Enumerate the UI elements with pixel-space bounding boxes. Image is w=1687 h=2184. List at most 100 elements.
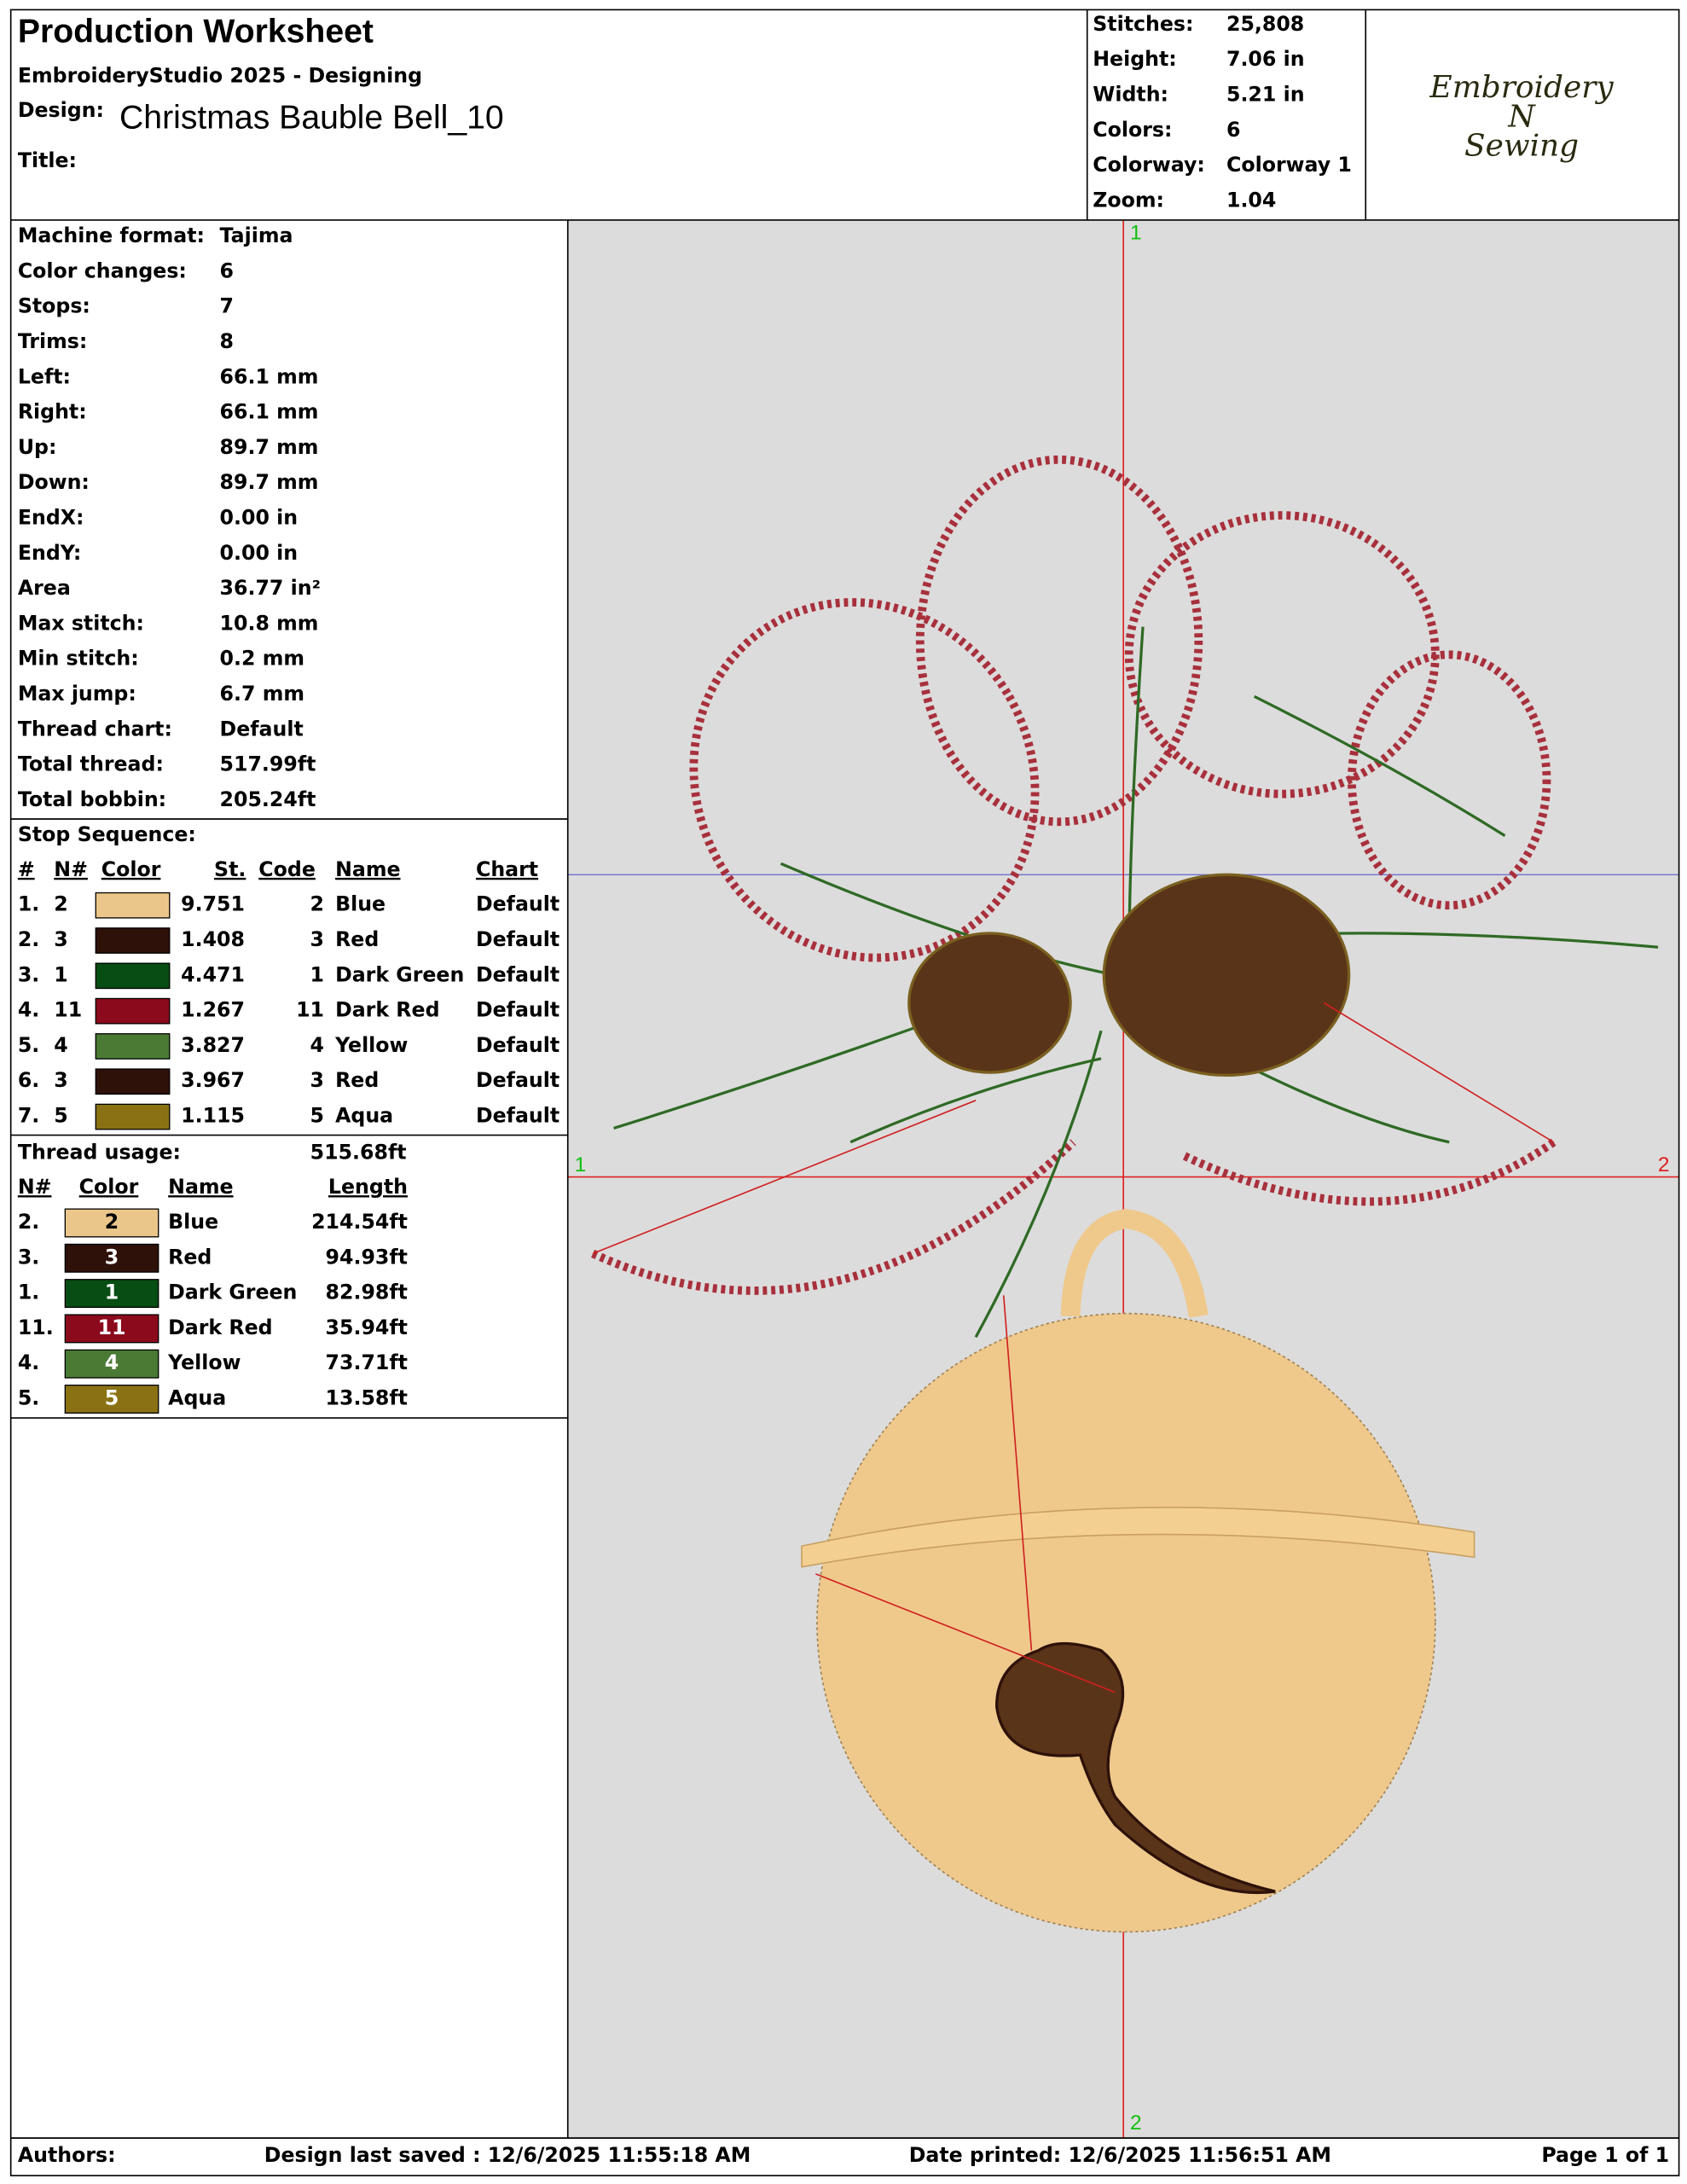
stat-label: Total bobbin:	[18, 787, 166, 811]
needle: 1	[54, 962, 67, 986]
chart: Default	[476, 1033, 559, 1057]
thread-name: Red	[335, 927, 379, 951]
page-number: Page 1 of 1	[1541, 2143, 1669, 2167]
column-header: Chart	[476, 857, 538, 881]
length: 94.93ft	[326, 1245, 408, 1269]
stitches: 3.967	[181, 1068, 245, 1092]
chart: Default	[476, 1068, 559, 1092]
code: 5	[310, 1104, 324, 1128]
stat-label: Max jump:	[18, 682, 136, 706]
row-number: 2.	[18, 927, 39, 951]
logo-text: Embroidery	[1429, 70, 1615, 105]
needle: 5	[54, 1104, 67, 1128]
stat-value: 8	[220, 329, 234, 353]
chart: Default	[476, 962, 559, 986]
chart: Default	[476, 998, 559, 1022]
summary-value: 7.06 in	[1226, 47, 1305, 71]
axis-label: 2	[1658, 1153, 1670, 1176]
logo-text: Sewing	[1464, 129, 1579, 164]
color-swatch	[64, 1349, 159, 1379]
stat-value: 36.77 in²	[220, 576, 321, 600]
needle: 1.	[18, 1281, 39, 1304]
thread-name: Yellow	[167, 1350, 241, 1374]
chart: Default	[476, 892, 559, 916]
logo-text: N	[1507, 99, 1536, 134]
row-number: 7.	[18, 1104, 39, 1128]
summary-value: 25,808	[1226, 12, 1304, 36]
stat-label: Total thread:	[18, 752, 164, 776]
thread-name: Yellow	[334, 1033, 408, 1057]
swatch-code: 4	[105, 1350, 119, 1374]
stat-label: EndX:	[18, 505, 84, 529]
stat-value: 517.99ft	[220, 752, 316, 776]
stat-label: Right:	[18, 400, 87, 424]
needle: 5.	[18, 1385, 39, 1409]
column-header: Length	[328, 1175, 408, 1199]
color-swatch	[64, 1243, 159, 1273]
stat-label: Area	[18, 576, 71, 600]
stat-value: 89.7 mm	[220, 470, 319, 494]
frame	[9, 9, 1680, 2177]
usage-total: 515.68ft	[310, 1140, 407, 1164]
usage-heading: Thread usage:	[18, 1140, 181, 1164]
stat-label: Up:	[18, 435, 57, 459]
thread-name: Red	[168, 1245, 212, 1269]
stat-label: Down:	[18, 470, 90, 494]
stat-value: 10.8 mm	[220, 611, 319, 635]
color-swatch	[95, 1103, 171, 1130]
stat-label: Left:	[18, 364, 71, 388]
summary-label: Zoom:	[1093, 188, 1164, 212]
design-artwork	[567, 219, 1679, 2139]
needle: 2.	[18, 1210, 39, 1234]
color-swatch	[95, 892, 171, 919]
thread-name: Blue	[168, 1210, 218, 1234]
stat-value: 6.7 mm	[220, 682, 304, 706]
column-header: Name	[335, 857, 400, 881]
summary-value: Colorway 1	[1226, 153, 1352, 177]
summary-label: Stitches:	[1093, 12, 1193, 36]
stat-value: 89.7 mm	[220, 435, 319, 459]
length: 35.94ft	[326, 1316, 408, 1339]
authors: Authors:	[18, 2143, 116, 2167]
color-swatch	[64, 1385, 159, 1414]
thread-name: Aqua	[335, 1104, 393, 1128]
swatch-code: 3	[105, 1245, 119, 1269]
column-header: Code	[258, 857, 316, 881]
color-swatch	[64, 1279, 159, 1309]
stat-label: Trims:	[18, 329, 88, 353]
swatch-code: 5	[105, 1385, 119, 1409]
color-swatch	[95, 1068, 171, 1095]
stat-label: Max stitch:	[18, 611, 144, 635]
column-header: Color	[101, 857, 161, 881]
row-number: 3.	[18, 962, 39, 986]
color-swatch	[95, 927, 171, 954]
summary-label: Colors:	[1093, 118, 1172, 142]
stitches: 3.827	[181, 1033, 245, 1057]
stat-value: 0.2 mm	[220, 647, 304, 671]
summary-label: Height:	[1093, 47, 1177, 71]
thread-name: Dark Red	[335, 998, 439, 1022]
swatch-code: 11	[98, 1316, 126, 1339]
code: 11	[296, 998, 324, 1022]
length: 214.54ft	[311, 1210, 408, 1234]
stop-heading: Stop Sequence:	[18, 822, 196, 846]
chart: Default	[476, 1104, 559, 1128]
stat-value: 0.00 in	[220, 505, 299, 529]
thread-name: Dark Green	[168, 1281, 297, 1304]
stat-value: 6	[220, 258, 234, 282]
color-swatch	[95, 1033, 171, 1060]
needle: 11	[54, 998, 82, 1022]
needle: 4	[54, 1033, 67, 1057]
swatch-code: 2	[105, 1210, 119, 1234]
stat-label: Machine format:	[18, 224, 205, 247]
stitches: 9.751	[181, 892, 245, 916]
axis-label: 1	[575, 1153, 587, 1176]
stat-value: 66.1 mm	[220, 400, 319, 424]
needle: 4.	[18, 1350, 39, 1374]
code: 3	[310, 927, 324, 951]
column-header: N#	[54, 857, 88, 881]
color-swatch	[95, 997, 171, 1025]
stat-value: 205.24ft	[220, 787, 316, 811]
thread-name: Dark Red	[168, 1316, 272, 1339]
